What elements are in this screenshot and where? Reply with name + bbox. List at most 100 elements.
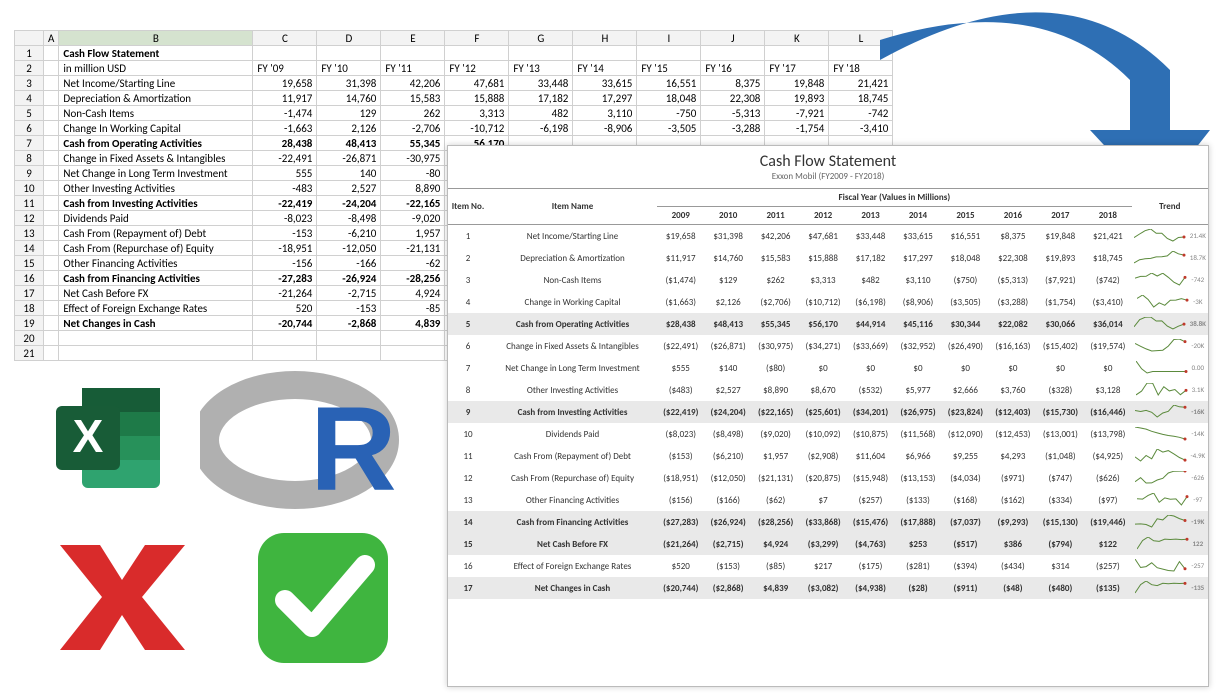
cell[interactable]: -7,921 [765, 106, 829, 121]
cell[interactable]: -30,975 [381, 151, 445, 166]
row-name[interactable]: Cash from Operating Activities [59, 136, 253, 151]
cell[interactable]: 1,957 [381, 226, 445, 241]
cell[interactable]: -153 [317, 301, 381, 316]
sheet-title[interactable]: Cash Flow Statement [59, 46, 253, 61]
cell[interactable]: 31,398 [317, 76, 381, 91]
row-name[interactable]: Net Change in Long Term Investment [59, 166, 253, 181]
year-hdr[interactable]: FY '12 [445, 61, 509, 76]
col-hdr[interactable]: B [59, 31, 253, 46]
row-name[interactable]: Other Financing Activities [59, 256, 253, 271]
cell[interactable]: 140 [317, 166, 381, 181]
col-hdr[interactable]: K [765, 31, 829, 46]
cell[interactable]: -27,283 [253, 271, 317, 286]
year-hdr[interactable]: FY '09 [253, 61, 317, 76]
cell[interactable]: 18,048 [637, 91, 701, 106]
year-hdr[interactable]: FY '16 [701, 61, 765, 76]
cell[interactable]: -166 [317, 256, 381, 271]
col-hdr[interactable]: H [573, 31, 637, 46]
col-hdr[interactable]: D [317, 31, 381, 46]
cell[interactable]: -22,165 [381, 196, 445, 211]
cell[interactable]: 11,917 [253, 91, 317, 106]
cell[interactable]: 42,206 [381, 76, 445, 91]
cell[interactable]: -1,474 [253, 106, 317, 121]
year-hdr[interactable]: FY '13 [509, 61, 573, 76]
cell[interactable]: 4,839 [381, 316, 445, 331]
cell[interactable]: 15,888 [445, 91, 509, 106]
row-name[interactable]: Non-Cash Items [59, 106, 253, 121]
row-name[interactable]: Other Investing Activities [59, 181, 253, 196]
year-hdr[interactable]: FY '15 [637, 61, 701, 76]
cell[interactable]: 19,658 [253, 76, 317, 91]
col-hdr[interactable]: F [445, 31, 509, 46]
cell[interactable]: -2,868 [317, 316, 381, 331]
cell[interactable]: -5,313 [701, 106, 765, 121]
col-hdr[interactable]: J [701, 31, 765, 46]
cell[interactable]: 28,438 [253, 136, 317, 151]
row-name[interactable]: Dividends Paid [59, 211, 253, 226]
cell[interactable]: 55,345 [381, 136, 445, 151]
cell[interactable]: 47,681 [445, 76, 509, 91]
cell[interactable]: -2,715 [317, 286, 381, 301]
row-name[interactable]: Net Income/Starting Line [59, 76, 253, 91]
cell[interactable]: -26,871 [317, 151, 381, 166]
cell[interactable]: -8,023 [253, 211, 317, 226]
cell[interactable]: 48,413 [317, 136, 381, 151]
row-name[interactable]: Depreciation & Amortization [59, 91, 253, 106]
row-name[interactable]: Effect of Foreign Exchange Rates [59, 301, 253, 316]
col-hdr[interactable]: A [44, 31, 59, 46]
sheet-subtitle[interactable]: in million USD [59, 61, 253, 76]
cell[interactable]: 3,313 [445, 106, 509, 121]
row-name[interactable]: Change In Working Capital [59, 121, 253, 136]
row-name[interactable]: Cash From (Repayment of) Debt [59, 226, 253, 241]
cell[interactable]: -483 [253, 181, 317, 196]
cell[interactable]: 2,126 [317, 121, 381, 136]
cell[interactable]: -21,264 [253, 286, 317, 301]
col-hdr[interactable]: G [509, 31, 573, 46]
cell[interactable]: -80 [381, 166, 445, 181]
year-hdr[interactable]: FY '11 [381, 61, 445, 76]
cell[interactable]: 19,848 [765, 76, 829, 91]
cell[interactable]: 33,615 [573, 76, 637, 91]
cell[interactable]: -22,491 [253, 151, 317, 166]
cell[interactable]: 2,527 [317, 181, 381, 196]
cell[interactable]: 17,182 [509, 91, 573, 106]
cell[interactable]: -9,020 [381, 211, 445, 226]
row-name[interactable]: Net Changes in Cash [59, 316, 253, 331]
cell[interactable]: 19,893 [765, 91, 829, 106]
cell[interactable]: -750 [637, 106, 701, 121]
cell[interactable]: 33,448 [509, 76, 573, 91]
cell[interactable]: -6,210 [317, 226, 381, 241]
cell[interactable]: -1,754 [765, 121, 829, 136]
year-hdr[interactable]: FY '14 [573, 61, 637, 76]
year-hdr[interactable]: FY '10 [317, 61, 381, 76]
cell[interactable]: 22,308 [701, 91, 765, 106]
col-hdr[interactable]: E [381, 31, 445, 46]
cell[interactable]: -24,204 [317, 196, 381, 211]
cell[interactable]: -8,498 [317, 211, 381, 226]
cell[interactable]: 129 [317, 106, 381, 121]
cell[interactable]: -20,744 [253, 316, 317, 331]
col-hdr[interactable]: C [253, 31, 317, 46]
cell[interactable]: 17,297 [573, 91, 637, 106]
cell[interactable]: -28,256 [381, 271, 445, 286]
cell[interactable]: -8,906 [573, 121, 637, 136]
cell[interactable]: -153 [253, 226, 317, 241]
cell[interactable]: 555 [253, 166, 317, 181]
cell[interactable]: -62 [381, 256, 445, 271]
cell[interactable]: -26,924 [317, 271, 381, 286]
row-name[interactable]: Cash From (Repurchase of) Equity [59, 241, 253, 256]
row-name[interactable]: Change in Fixed Assets & Intangibles [59, 151, 253, 166]
cell[interactable]: 8,890 [381, 181, 445, 196]
cell[interactable]: -6,198 [509, 121, 573, 136]
cell[interactable]: -3,288 [701, 121, 765, 136]
cell[interactable]: 520 [253, 301, 317, 316]
cell[interactable]: -156 [253, 256, 317, 271]
cell[interactable]: -1,663 [253, 121, 317, 136]
cell[interactable]: -3,505 [637, 121, 701, 136]
cell[interactable]: 482 [509, 106, 573, 121]
cell[interactable]: 262 [381, 106, 445, 121]
cell[interactable]: 8,375 [701, 76, 765, 91]
cell[interactable]: 4,924 [381, 286, 445, 301]
col-hdr[interactable]: I [637, 31, 701, 46]
year-hdr[interactable]: FY '17 [765, 61, 829, 76]
